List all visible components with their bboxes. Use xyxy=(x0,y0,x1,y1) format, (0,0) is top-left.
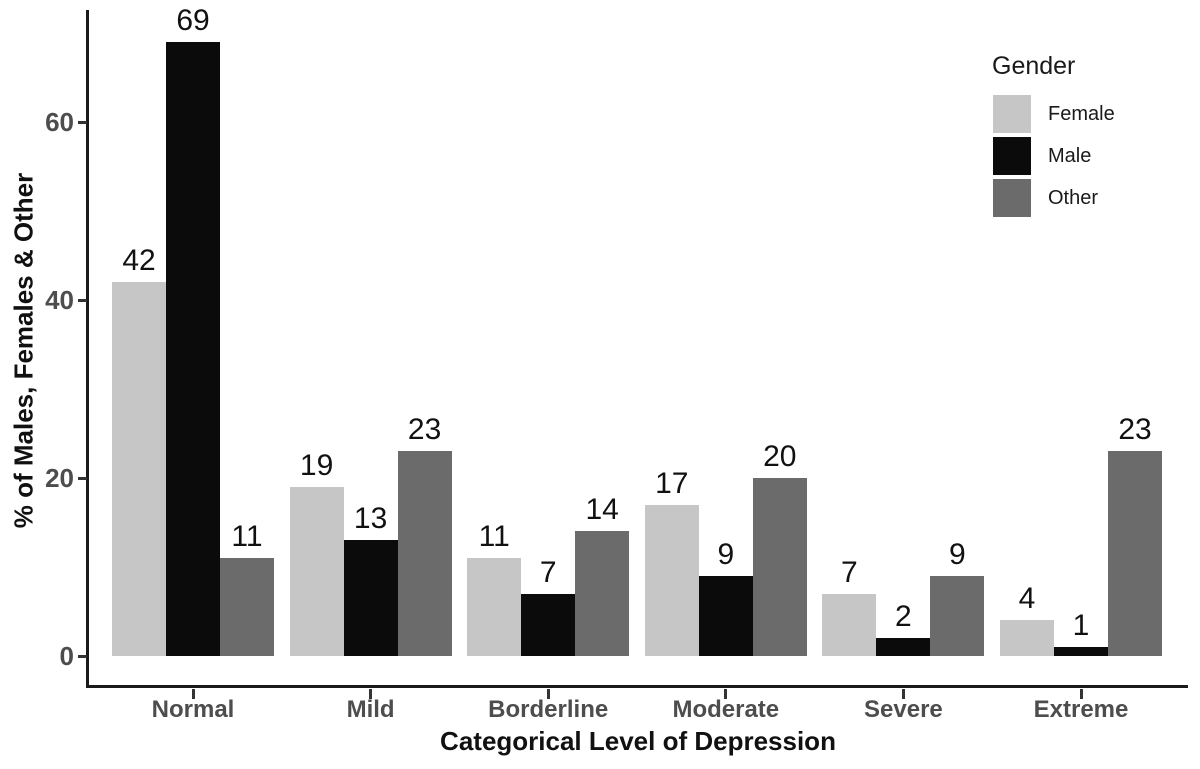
y-tick-label: 60 xyxy=(45,107,74,137)
y-tick-mark xyxy=(78,298,87,302)
bar-female-moderate xyxy=(644,504,699,656)
bar-other-borderline xyxy=(575,531,630,656)
bar-value-label: 23 xyxy=(407,413,442,447)
legend-title: Gender xyxy=(992,52,1076,80)
y-axis-title: % of Males, Females & Other xyxy=(8,172,39,529)
bar-male-severe xyxy=(876,638,931,656)
x-tick-mark xyxy=(369,689,373,699)
bar-value-label: 11 xyxy=(231,520,263,554)
bar-male-normal xyxy=(166,41,220,656)
bar-other-normal xyxy=(220,558,274,656)
bar-other-severe xyxy=(930,575,985,656)
x-tick-mark xyxy=(191,689,195,699)
legend-label: Female xyxy=(1048,102,1115,125)
legend-item-female: Female xyxy=(990,95,1115,133)
x-tick-label-moderate: Moderate xyxy=(672,696,780,723)
x-tick-mark xyxy=(1079,689,1083,699)
legend-items: Female Male Other xyxy=(990,95,1115,217)
bar-value-label: 1 xyxy=(1072,609,1090,643)
bar-female-severe xyxy=(822,593,877,656)
x-tick-mark xyxy=(901,689,905,699)
x-axis-line xyxy=(86,685,1188,688)
bar-value-label: 20 xyxy=(763,440,797,473)
bar-value-label: 17 xyxy=(655,466,689,500)
bar-male-extreme xyxy=(1054,647,1108,656)
legend-swatch-male xyxy=(993,137,1031,175)
bar-other-moderate xyxy=(752,478,807,656)
bar-female-borderline xyxy=(467,558,522,656)
y-tick-label: 40 xyxy=(45,285,74,315)
x-tick-label-severe: Severe xyxy=(864,696,943,723)
bar-male-mild xyxy=(343,540,398,656)
x-tick-label-extreme: Extreme xyxy=(1033,696,1129,723)
legend-item-male: Male xyxy=(990,137,1091,175)
x-tick-label-borderline: Borderline xyxy=(488,696,609,723)
x-tick-label-normal: Normal xyxy=(151,696,235,723)
legend: Gender Female Male Other xyxy=(990,52,1115,221)
bar-other-extreme xyxy=(1108,451,1162,656)
bar-value-label: 7 xyxy=(841,555,858,589)
y-tick-mark xyxy=(78,654,87,658)
x-tick-mark xyxy=(546,689,550,699)
x-tick-label-mild: Mild xyxy=(346,696,395,723)
x-tick-mark xyxy=(724,689,728,699)
bar-male-moderate xyxy=(698,575,753,656)
legend-item-other: Other xyxy=(990,179,1098,217)
y-axis-line xyxy=(86,10,89,686)
y-tick-label: 20 xyxy=(45,463,74,493)
bar-value-label: 19 xyxy=(299,448,334,482)
bar-male-borderline xyxy=(521,593,576,656)
bar-value-label: 14 xyxy=(585,493,619,527)
bar-value-label: 13 xyxy=(353,502,388,536)
bar-value-label: 69 xyxy=(176,3,210,37)
y-tick-mark xyxy=(78,476,87,480)
bar-value-label: 42 xyxy=(122,244,156,278)
y-tick-label: 0 xyxy=(59,641,74,671)
bar-other-mild xyxy=(397,451,452,656)
legend-swatch-female xyxy=(993,95,1031,133)
bar-value-label: 11 xyxy=(478,520,510,554)
bar-female-normal xyxy=(112,282,166,656)
legend-label: Other xyxy=(1048,186,1099,209)
bar-value-label: 4 xyxy=(1018,582,1036,616)
bar-value-label: 23 xyxy=(1118,413,1152,447)
legend-label: Male xyxy=(1048,144,1092,167)
bar-value-label: 9 xyxy=(949,537,966,571)
y-tick-mark xyxy=(78,120,87,124)
bar-value-label: 9 xyxy=(717,537,735,571)
bar-value-label: 2 xyxy=(895,600,912,634)
bar-female-mild xyxy=(289,486,344,656)
bar-female-extreme xyxy=(1000,620,1054,656)
x-axis-title: Categorical Level of Depression xyxy=(440,726,836,756)
legend-swatch-other xyxy=(993,179,1031,217)
bar-value-label: 7 xyxy=(539,555,557,589)
